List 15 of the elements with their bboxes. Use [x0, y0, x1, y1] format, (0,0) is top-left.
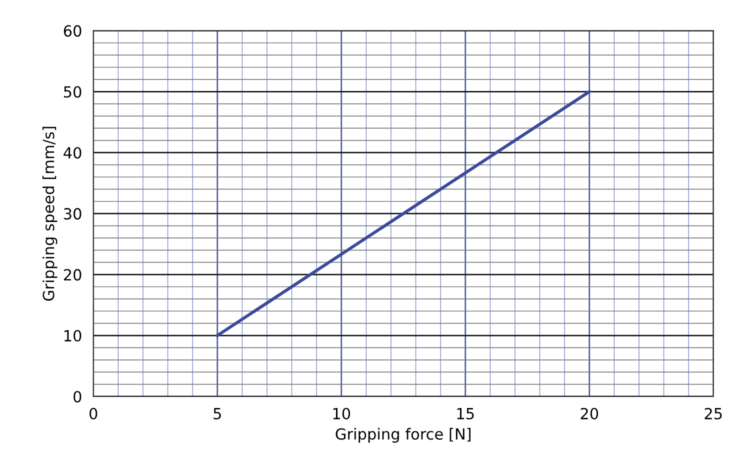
- y-tick-label: 20: [64, 269, 82, 281]
- y-axis-title: Gripping speed [mm/s]: [42, 126, 58, 301]
- y-tick-label: 10: [64, 330, 82, 342]
- y-tick-label: 60: [64, 25, 82, 37]
- y-tick-label: 30: [64, 208, 82, 220]
- x-tick-label: 25: [704, 408, 722, 420]
- y-tick-label: 0: [74, 390, 82, 402]
- x-tick-label: 0: [90, 408, 98, 420]
- x-tick-label: 20: [580, 408, 598, 420]
- x-tick-label: 5: [214, 408, 221, 420]
- y-tick-label: 50: [64, 86, 82, 98]
- y-tick-label: 40: [64, 147, 82, 159]
- x-tick-label: 15: [457, 408, 474, 420]
- x-tick-label: 10: [333, 408, 350, 420]
- x-axis-title: Gripping force [N]: [336, 428, 471, 443]
